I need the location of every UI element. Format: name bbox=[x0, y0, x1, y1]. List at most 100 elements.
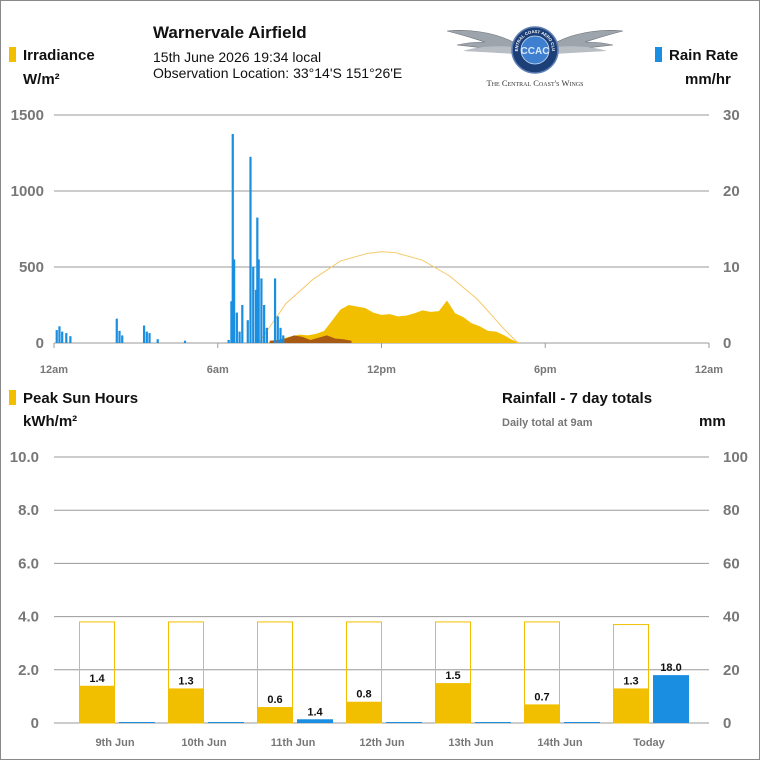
category-label: 12th Jun bbox=[359, 737, 405, 749]
logo-monogram: CCAC bbox=[521, 46, 550, 57]
rain-rate-bar bbox=[227, 339, 230, 343]
rain-rate-bar bbox=[231, 134, 234, 343]
x-tick-label: 6am bbox=[207, 364, 229, 376]
category-label: 9th Jun bbox=[95, 737, 134, 749]
y2-tick-label: 30 bbox=[723, 107, 740, 124]
observation-location: Observation Location: 33°14'S 151°26'E bbox=[153, 65, 403, 81]
rainfall-bar bbox=[653, 675, 689, 723]
sun-hours-bar bbox=[257, 707, 293, 723]
sun-hours-value-label: 0.8 bbox=[356, 689, 371, 701]
x-tick-label: 6pm bbox=[534, 364, 557, 376]
sun-hours-value-label: 0.7 bbox=[534, 691, 549, 703]
rain-rate-bar bbox=[118, 330, 121, 343]
category-label: 13th Jun bbox=[448, 737, 494, 749]
rain-rate-bar bbox=[279, 327, 282, 343]
sun-rain-bar-chart: 0 2.0 4.0 6.0 8.0 10.0 0 20 40 60 80 100 1.4 9th Jun 1… bbox=[10, 449, 748, 749]
rain-rate-bar bbox=[142, 325, 146, 343]
y2-tick-label: 0 bbox=[723, 715, 731, 732]
y-tick-label: 0 bbox=[31, 715, 39, 732]
irradiance-unit: W/m² bbox=[23, 71, 60, 88]
category-label: Today bbox=[633, 737, 665, 749]
sun-hours-bar bbox=[613, 688, 649, 723]
sun-hours-value-label: 1.3 bbox=[178, 675, 193, 687]
y2-tick-label: 40 bbox=[723, 609, 740, 626]
rain-rate-bar bbox=[241, 305, 244, 343]
rain-rate-bar bbox=[69, 336, 72, 343]
rain-rate-bar bbox=[115, 318, 118, 343]
rainfall-note: Daily total at 9am bbox=[502, 417, 593, 429]
y2-tick-label: 100 bbox=[723, 449, 748, 466]
rain-rate-bar bbox=[254, 289, 258, 343]
y-tick-label: 4.0 bbox=[18, 609, 39, 626]
sun-hours-bar bbox=[346, 701, 382, 723]
y-tick-label: 2.0 bbox=[18, 662, 39, 679]
sun-hours-unit: kWh/m² bbox=[23, 413, 78, 430]
y2-tick-label: 10 bbox=[723, 259, 740, 276]
rain-rate-bar bbox=[246, 320, 249, 343]
category-label: 14th Jun bbox=[537, 737, 583, 749]
x-tick-label: 12pm bbox=[367, 364, 396, 376]
y2-tick-label: 60 bbox=[723, 555, 740, 572]
y-tick-label: 8.0 bbox=[18, 502, 39, 519]
rain-rate-bar bbox=[276, 316, 279, 343]
rainfall-value-label: 1.4 bbox=[307, 706, 323, 718]
rain-rate-bar bbox=[257, 259, 260, 343]
y-tick-label: 10.0 bbox=[10, 449, 39, 466]
irradiance-legend-swatch bbox=[9, 47, 16, 62]
irradiance-chart: 0 500 1000 1500 0 10 20 30 12am 6am 12pm 6pm 12am bbox=[11, 107, 740, 376]
winged-badge-icon: CENTRAL COAST AERO CLUB CCAC bbox=[443, 19, 624, 74]
y2-tick-label: 0 bbox=[723, 335, 731, 352]
rain-rate-bar bbox=[273, 278, 277, 343]
rain-rate-bar bbox=[230, 301, 233, 343]
sun-hours-bar bbox=[435, 683, 471, 723]
rainfall-title: Rainfall - 7 day totals bbox=[502, 390, 653, 407]
sun-hours-value-label: 1.4 bbox=[89, 673, 105, 685]
category-label: 10th Jun bbox=[181, 737, 227, 749]
sun-hours-value-label: 1.5 bbox=[445, 670, 460, 682]
rainfall-unit: mm bbox=[699, 413, 726, 430]
irradiance-area bbox=[266, 300, 521, 343]
y-tick-label: 500 bbox=[19, 259, 44, 276]
clear-sky-curve bbox=[258, 251, 519, 344]
sun-hours-value-label: 0.6 bbox=[267, 694, 282, 706]
sun-hours-value-label: 1.3 bbox=[623, 675, 638, 687]
rain-rate-bar bbox=[61, 331, 64, 343]
observation-datetime: 15th June 2026 19:34 local bbox=[153, 49, 322, 65]
rain-rate-bar bbox=[58, 326, 61, 343]
category-label: 11th Jun bbox=[271, 737, 316, 749]
y-tick-label: 6.0 bbox=[18, 555, 39, 572]
rain-rate-bar bbox=[65, 333, 68, 343]
rain-rate-bar bbox=[249, 156, 252, 343]
rain-rate-bar bbox=[233, 259, 236, 343]
rain-rate-bar bbox=[156, 339, 159, 343]
x-tick-label: 12am bbox=[40, 364, 68, 376]
sun-hours-legend-swatch bbox=[9, 390, 16, 405]
rain-rate-bar bbox=[265, 327, 268, 343]
rain-rate-bar bbox=[148, 333, 151, 343]
y2-tick-label: 80 bbox=[723, 502, 740, 519]
irradiance-legend: Irradiance bbox=[23, 47, 95, 64]
rain-rate-legend: Rain Rate bbox=[669, 47, 739, 64]
rain-rate-bar bbox=[256, 217, 259, 343]
y-tick-label: 0 bbox=[36, 335, 44, 352]
rain-rate-bar bbox=[260, 278, 263, 343]
y2-tick-label: 20 bbox=[723, 662, 740, 679]
sun-hours-bar bbox=[168, 688, 204, 723]
y-tick-label: 1500 bbox=[11, 107, 44, 124]
obscured-irradiance-area bbox=[269, 335, 352, 343]
x-tick-label: 12am bbox=[695, 364, 723, 376]
rain-rate-bar bbox=[183, 340, 187, 343]
rain-rate-bar bbox=[238, 331, 241, 343]
aero-club-logo: CENTRAL COAST AERO CLUB CCAC The Central… bbox=[443, 19, 625, 93]
station-title: Warnervale Airfield bbox=[153, 23, 307, 42]
rain-rate-bar bbox=[145, 331, 148, 343]
rain-rate-unit: mm/hr bbox=[685, 71, 731, 88]
sun-hours-bar bbox=[79, 685, 115, 723]
y2-tick-label: 20 bbox=[723, 183, 740, 200]
rain-rate-bar bbox=[55, 330, 58, 343]
sun-hours-legend: Peak Sun Hours bbox=[23, 390, 139, 407]
rain-rate-bar bbox=[252, 267, 255, 343]
rainfall-value-label: 18.0 bbox=[660, 662, 681, 674]
rain-rate-bar bbox=[121, 335, 124, 343]
